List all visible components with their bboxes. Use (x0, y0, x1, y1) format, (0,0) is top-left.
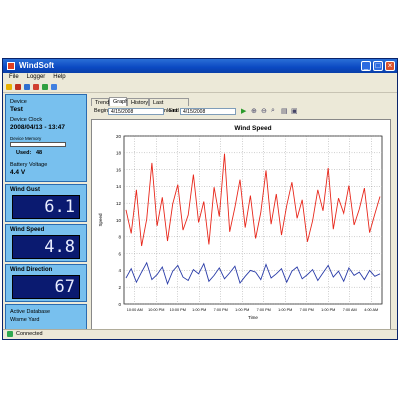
x-tick-label: 7:00 PM (257, 308, 271, 312)
x-tick-label: 1:00 PM (235, 308, 249, 312)
wind-direction-panel: Wind Direction 67 (5, 264, 87, 302)
toolbar (3, 83, 397, 93)
status-text: Connected (16, 331, 43, 337)
device-memory-label: Device Memory (10, 136, 42, 141)
database-name: Wisme Yard (10, 317, 40, 323)
open-icon[interactable] (6, 84, 12, 90)
date-range-bar: Begin 4/15/2008 End 4/15/2008 ▶ ⊕ ⊖ ⌕ ▤ … (91, 107, 391, 117)
memory-bar-fill (11, 143, 37, 146)
x-tick-label: 7:00 PM (300, 308, 314, 312)
end-label: End (169, 108, 179, 114)
wind-gust-label: Wind Gust (10, 187, 40, 193)
save-chart-icon[interactable]: ▣ (291, 108, 298, 115)
connect-icon[interactable] (42, 84, 48, 90)
begin-date-field[interactable]: 4/15/2008 (108, 108, 164, 115)
app-window: WindSoft _ □ × File Logger Help Device T… (2, 58, 398, 340)
maximize-icon[interactable]: □ (373, 61, 383, 71)
begin-label: Begin (94, 108, 109, 114)
x-tick-label: 1:00 PM (278, 308, 292, 312)
menu-help[interactable]: Help (53, 74, 66, 80)
wind-speed-panel: Wind Speed 4.8 (5, 224, 87, 262)
wind-direction-label: Wind Direction (10, 267, 53, 273)
database-panel: Active Database Wisme Yard (5, 304, 87, 330)
menu-logger[interactable]: Logger (26, 74, 46, 80)
menu-bar: File Logger Help (3, 73, 397, 83)
wind-gust-value: 6.1 (12, 195, 80, 219)
end-date-field[interactable]: 4/15/2008 (180, 108, 236, 115)
used-value: 48 (36, 150, 43, 156)
device-panel: Device Test Device Clock 2008/04/13 - 13… (5, 94, 87, 182)
wind-speed-series-line (125, 261, 381, 286)
device-clock-label: Device Clock (10, 117, 43, 123)
database-label: Active Database (10, 309, 51, 315)
title-bar[interactable]: WindSoft _ □ × (3, 59, 397, 73)
settings-icon[interactable] (51, 84, 57, 90)
battery-label: Battery Voltage (10, 162, 48, 168)
minimize-icon[interactable]: _ (361, 61, 371, 71)
connected-icon (7, 331, 13, 337)
x-tick-label: 1:00 PM (321, 308, 335, 312)
tab-history[interactable]: History (127, 98, 149, 106)
device-name: Test (10, 106, 23, 113)
y-tick-label: 10 (116, 218, 122, 223)
y-axis-label: Speed (98, 213, 103, 227)
x-axis-label: Time (248, 315, 258, 320)
zoom-in-icon[interactable]: ⊕ (251, 108, 257, 115)
y-tick-label: 16 (116, 167, 122, 172)
y-tick-label: 2 (118, 285, 121, 290)
device-label: Device (10, 99, 27, 105)
wind-speed-value: 4.8 (12, 235, 80, 259)
play-icon[interactable]: ▶ (241, 108, 247, 115)
status-bar: Connected (3, 329, 397, 339)
x-tick-label: 4:00 AM (364, 308, 378, 312)
zoom-out-icon[interactable]: ⊖ (261, 108, 267, 115)
y-tick-label: 18 (116, 151, 122, 156)
chart-area[interactable]: Wind Speed 20 18 16 14 12 10 8 6 4 2 0 10:00 AM 10:00… (91, 119, 391, 337)
y-tick-label: 0 (118, 302, 121, 307)
device-clock: 2008/04/13 - 13:47 (10, 124, 65, 131)
tab-last-download[interactable]: Last Download (149, 98, 189, 114)
tab-trend[interactable]: Trend (91, 98, 109, 106)
y-tick-label: 14 (116, 184, 122, 189)
menu-file[interactable]: File (9, 74, 19, 80)
battery-value: 4.4 V (10, 169, 26, 176)
x-tick-label: 1:00 PM (192, 308, 206, 312)
x-tick-label: 7:00 AM (343, 308, 357, 312)
search-icon[interactable]: ⌕ (271, 107, 275, 114)
y-tick-label: 20 (116, 134, 122, 139)
chart-title: Wind Speed (234, 125, 271, 132)
download-icon[interactable] (15, 84, 21, 90)
print-icon[interactable]: ▤ (281, 108, 288, 115)
wind-gust-panel: Wind Gust 6.1 (5, 184, 87, 222)
memory-bar (10, 142, 66, 147)
wind-gust-series-line (125, 153, 381, 247)
tab-graph[interactable]: Graph (109, 97, 128, 106)
wind-direction-value: 67 (12, 275, 80, 299)
left-panel: Device Test Device Clock 2008/04/13 - 13… (5, 94, 87, 334)
y-tick-label: 8 (118, 235, 121, 240)
y-tick-label: 12 (116, 201, 122, 206)
y-tick-label: 4 (118, 268, 121, 273)
wind-speed-label: Wind Speed (10, 227, 45, 233)
x-tick-label: 10:00 PM (148, 308, 164, 312)
used-label: Used: (16, 150, 32, 156)
close-icon[interactable]: × (385, 61, 395, 71)
window-title: WindSoft (19, 61, 55, 70)
delete-icon[interactable] (33, 84, 39, 90)
x-tick-label: 7:00 PM (214, 308, 228, 312)
x-tick-label: 10:00 AM (127, 308, 143, 312)
app-icon (7, 62, 15, 70)
save-icon[interactable] (24, 84, 30, 90)
y-tick-label: 6 (118, 251, 121, 256)
x-tick-label: 10:00 PM (170, 308, 186, 312)
